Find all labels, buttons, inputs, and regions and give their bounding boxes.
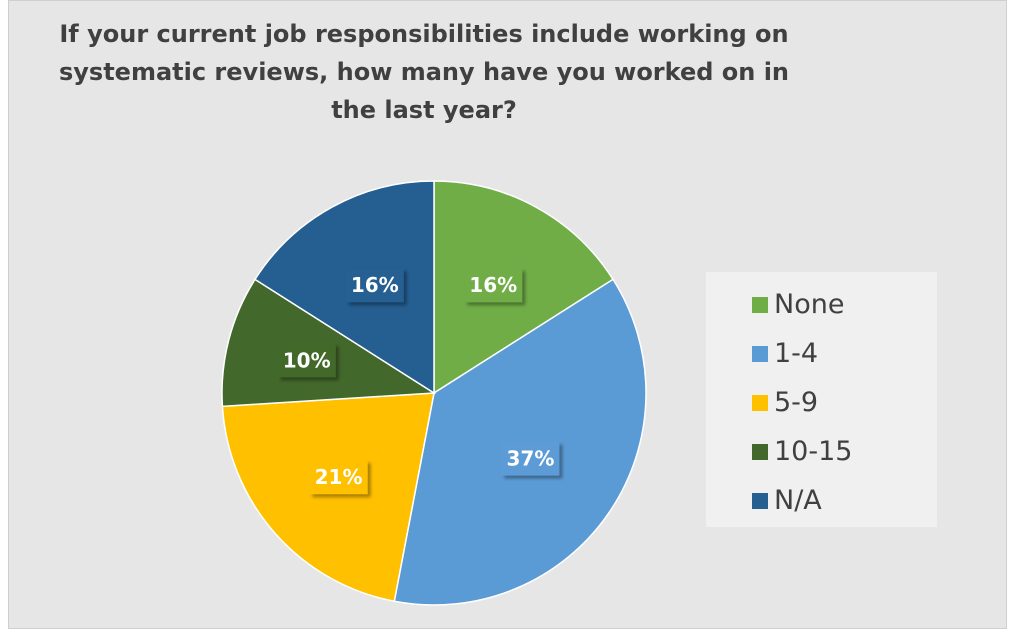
legend-swatch (752, 345, 768, 362)
legend-item-10-15: 10-15 (706, 427, 937, 476)
data-label-none: 16% (464, 268, 523, 303)
chart-area: If your current job responsibilities inc… (8, 0, 1007, 629)
data-label-box (464, 268, 523, 303)
pie-slice-10-15 (221, 278, 437, 408)
legend: None 1-4 5-9 10-15 N/A (706, 272, 937, 527)
pie-slice-n-a (253, 180, 435, 395)
data-label-text: 16% (469, 273, 517, 297)
legend-label: N/A (774, 484, 822, 516)
legend-item-none: None (706, 280, 937, 329)
pie-chart: 16% 37% 21% 10% 16% (221, 180, 647, 606)
data-label-box (501, 441, 560, 476)
data-label-text: 37% (507, 447, 555, 471)
data-label-box (277, 343, 336, 378)
data-label-5-9: 21% (309, 460, 368, 495)
data-label-10-15: 10% (277, 343, 336, 378)
pie-slice-none (433, 180, 615, 395)
legend-label: 5-9 (774, 386, 819, 418)
legend-swatch (752, 443, 768, 460)
data-label-1-4: 37% (501, 441, 560, 476)
legend-item-1-4: 1-4 (706, 329, 937, 378)
legend-swatch (752, 492, 768, 509)
data-label-box (309, 460, 368, 495)
data-label-text: 10% (283, 348, 331, 372)
pie-slices (221, 180, 647, 606)
legend-label: 1-4 (774, 337, 819, 369)
legend-swatch (752, 394, 768, 411)
pie-data-labels: 16% 37% 21% 10% 16% (277, 268, 560, 495)
legend-item-5-9: 5-9 (706, 378, 937, 427)
data-label-box (345, 268, 404, 303)
legend-label: None (774, 288, 845, 320)
pie-slice-5-9 (221, 392, 435, 603)
chart-title: If your current job responsibilities inc… (58, 20, 790, 124)
data-label-text: 16% (351, 273, 399, 297)
legend-label: 10-15 (774, 435, 853, 467)
data-label-text: 21% (315, 465, 363, 489)
data-label-n-a: 16% (345, 268, 404, 303)
legend-swatch (752, 296, 768, 313)
legend-item-n-a: N/A (706, 476, 937, 525)
